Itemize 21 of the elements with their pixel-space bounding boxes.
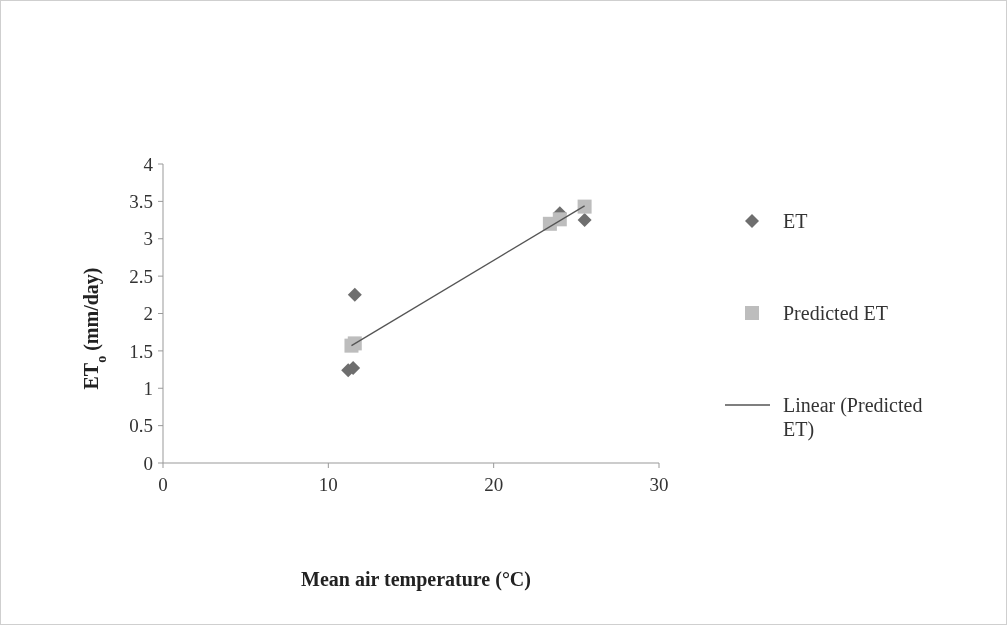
point xyxy=(347,287,362,302)
x-tick-label: 0 xyxy=(158,474,168,495)
y-tick-label: 2 xyxy=(143,303,153,325)
legend-label: ET xyxy=(783,210,808,232)
y-tick-label: 1 xyxy=(143,377,153,399)
x-tick-label: 30 xyxy=(649,474,669,495)
point xyxy=(577,213,592,228)
legend-label: Predicted ET xyxy=(783,302,888,324)
point xyxy=(577,199,592,214)
y-tick-label: 3.5 xyxy=(129,191,153,213)
x-tick-label: 10 xyxy=(318,474,338,495)
point xyxy=(552,212,567,227)
x-tick-label: 20 xyxy=(484,474,504,495)
y-tick-label: 4 xyxy=(143,153,154,175)
x-axis-title: Mean air temperature (°C) xyxy=(301,568,531,591)
y-tick-label: 3 xyxy=(143,228,153,250)
y-tick-label: 1.5 xyxy=(129,340,153,362)
y-tick-label: 0 xyxy=(143,452,153,474)
y-tick-label: 0.5 xyxy=(129,415,153,437)
legend-label: Linear (Predicted ET) xyxy=(783,394,923,441)
y-tick-label: 2.5 xyxy=(129,265,153,287)
